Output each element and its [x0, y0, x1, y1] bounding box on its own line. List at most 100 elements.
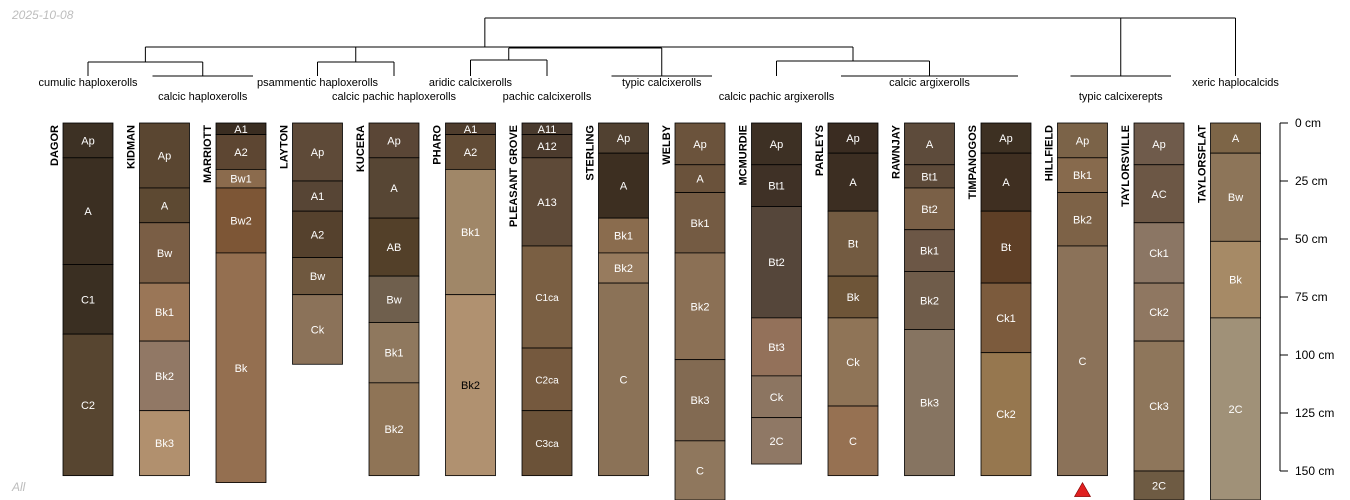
horizon-label: Bw1 — [230, 174, 251, 186]
horizon-label: Ck2 — [996, 409, 1016, 421]
depth-tick-label: 125 cm — [1295, 406, 1334, 420]
horizon-label: Bk3 — [155, 438, 174, 450]
horizon-label: Ap — [693, 139, 706, 151]
horizon-welby-bk1 — [674, 192, 726, 254]
horizon-kidman-bk3 — [139, 410, 190, 477]
horizon-label: Ap — [846, 133, 859, 145]
profile-welby: Ap A Bk1 Bk2 Bk3 C WELBY — [661, 122, 726, 500]
horizon-rawnjay-bk2 — [904, 271, 955, 330]
horizon-taylorsflat-bw — [1210, 152, 1261, 242]
horizon-kucera-a — [368, 157, 420, 219]
horizon-taylorsville-ac — [1133, 164, 1185, 224]
horizon-label: Bw2 — [230, 215, 251, 227]
profile-name-pharo: PHARO — [432, 125, 444, 165]
horizon-label: A2 — [234, 147, 247, 159]
horizon-welby-c — [674, 440, 726, 500]
horizon-mcmurdie-ap — [751, 122, 802, 166]
horizon-timpanogos-bt — [980, 210, 1032, 284]
horizon-label: Bk1 — [155, 307, 174, 319]
profile-name-hillfield: HILLFIELD — [1044, 125, 1056, 181]
horizon-kidman-bw — [139, 222, 190, 284]
taxon-label-aridic-calcixerolls: aridic calcixerolls — [429, 77, 513, 89]
horizon-marriott-a2 — [215, 134, 267, 170]
profile-columns: Ap A C1 C2 DAGOR Ap A Bw Bk1 Bk2 Bk3 KIDMAN A1 A2 Bw1 B… — [49, 122, 1261, 500]
horizon-label: Ck1 — [1149, 248, 1169, 260]
horizon-mcmurdie-bt1 — [751, 164, 802, 207]
horizon-label: C — [620, 374, 628, 386]
depth-tick-label: 75 cm — [1295, 290, 1328, 304]
horizon-label: Bk — [847, 292, 860, 304]
profile-name-kidman: KIDMAN — [126, 125, 138, 169]
horizon-label: C1ca — [535, 293, 559, 304]
horizon-rawnjay-bk1 — [904, 229, 955, 272]
horizon-taylorsville-ck3 — [1133, 340, 1185, 472]
horizon-kucera-bk1 — [368, 322, 420, 384]
horizon-dagor-ap — [62, 122, 114, 159]
horizon-welby-a — [674, 164, 726, 193]
profile-dagor: Ap A C1 C2 DAGOR — [49, 122, 114, 477]
horizon-label: Bk2 — [385, 424, 404, 436]
profile-sterling: Ap A Bk1 Bk2 C STERLING — [585, 122, 649, 477]
horizon-label: A — [620, 181, 628, 193]
horizon-parleys-ck — [827, 317, 879, 407]
horizon-label: A — [1002, 177, 1010, 189]
horizon-label: C2ca — [535, 375, 559, 386]
taxon-label-psammentic-haploxerolls: psammentic haploxerolls — [257, 77, 379, 89]
horizon-layton-ck — [292, 294, 343, 365]
horizon-label: Bt3 — [768, 342, 785, 354]
profile-name-layton: LAYTON — [279, 125, 291, 169]
depth-tick-label: 150 cm — [1295, 464, 1334, 478]
horizon-kidman-bk2 — [139, 340, 190, 412]
taxon-label-typic-calcixerolls: typic calcixerolls — [622, 77, 702, 89]
horizon-label: AC — [1151, 189, 1166, 201]
horizon-label: A1 — [464, 124, 477, 136]
horizon-pleasant-grove-a13 — [521, 157, 573, 247]
profile-name-pleasant-grove: PLEASANT GROVE — [508, 125, 520, 227]
horizon-label: Bt1 — [921, 171, 938, 183]
horizon-layton-ap — [292, 122, 343, 182]
profile-name-kucera: KUCERA — [355, 125, 367, 172]
horizon-parleys-bt — [827, 210, 879, 277]
horizon-pharo-bk1 — [445, 168, 496, 296]
horizon-label: Bk — [1229, 275, 1242, 287]
horizon-label: Bw — [386, 294, 401, 306]
horizon-label: Ck — [311, 324, 325, 336]
depth-tick-label: 50 cm — [1295, 232, 1328, 246]
horizon-taylorsville-ap — [1133, 122, 1185, 166]
horizon-dagor-a — [62, 157, 114, 265]
horizon-label: A2 — [464, 147, 477, 159]
horizon-label: Ap — [311, 147, 324, 159]
profile-pharo: A1 A2 Bk1 Bk2 PHARO — [432, 122, 496, 477]
horizon-label: Bk2 — [1073, 214, 1092, 226]
horizon-timpanogos-ck1 — [980, 282, 1032, 354]
profile-name-timpanogos: TIMPANOGOS — [967, 125, 979, 199]
horizon-sterling-a — [598, 152, 649, 219]
horizon-taylorsville-ck2 — [1133, 282, 1185, 342]
horizon-kucera-bk2 — [368, 382, 420, 477]
profile-timpanogos: Ap A Bt Ck1 Ck2 TIMPANOGOS — [967, 122, 1032, 477]
profile-pleasant-grove: A11 A12 A13 C1ca C2ca C3ca PLEASANT GROVE — [508, 122, 573, 477]
horizon-label: Bk3 — [920, 398, 939, 410]
horizon-parleys-a — [827, 152, 879, 212]
profile-kidman: Ap A Bw Bk1 Bk2 Bk3 KIDMAN — [126, 122, 190, 477]
horizon-label: Bw — [157, 248, 172, 260]
horizon-label: Bw — [310, 271, 325, 283]
horizon-kucera-ab — [368, 217, 420, 277]
horizon-label: Ap — [1152, 139, 1165, 151]
horizon-pleasant-grove-c3ca — [521, 410, 573, 477]
horizon-sterling-c — [598, 282, 649, 477]
depth-tick-label: 100 cm — [1295, 348, 1334, 362]
horizon-label: A — [696, 174, 704, 186]
profile-name-parleys: PARLEYS — [814, 125, 826, 176]
horizon-label: AB — [387, 242, 402, 254]
horizon-taylorsville-ck1 — [1133, 222, 1185, 284]
horizon-label: A — [849, 177, 857, 189]
taxon-label-typic-calcixerepts: typic calcixerepts — [1079, 91, 1163, 103]
horizon-label: Bt — [1001, 242, 1011, 254]
taxon-label-cumulic-haploxerolls: cumulic haploxerolls — [38, 77, 138, 89]
horizon-kucera-ap — [368, 122, 420, 159]
horizon-label: Bk2 — [155, 371, 174, 383]
horizon-mcmurdie-bt3 — [751, 317, 802, 377]
horizon-rawnjay-bt2 — [904, 187, 955, 231]
